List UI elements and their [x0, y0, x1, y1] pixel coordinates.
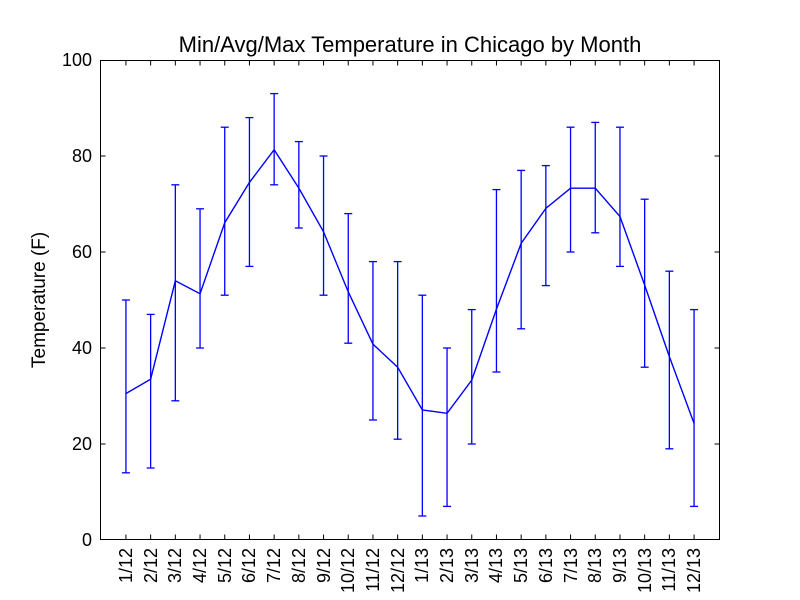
x-tick-label: 7/13	[560, 548, 581, 584]
x-tick-label: 1/13	[412, 548, 433, 584]
y-axis-label: Temperature (F)	[29, 231, 50, 369]
x-tick-label: 8/13	[585, 548, 606, 584]
x-tick-label: 10/12	[338, 548, 359, 594]
chart-title: Min/Avg/Max Temperature in Chicago by Mo…	[178, 32, 642, 57]
x-tick-label: 11/13	[659, 548, 680, 592]
x-tick-label: 12/13	[684, 548, 705, 594]
x-tick-label: 4/12	[190, 548, 211, 584]
avg-line	[125, 148, 695, 424]
x-tick-label: 12/12	[387, 548, 408, 594]
y-tick-label: 100	[61, 50, 92, 70]
x-tick-label: 5/13	[511, 548, 532, 584]
x-tick-label: 2/12	[140, 548, 161, 584]
y-tick-label: 0	[81, 530, 92, 550]
x-tick-label: 9/13	[609, 548, 630, 584]
x-tick-label: 9/12	[313, 548, 334, 584]
x-tick-label: 8/12	[288, 548, 309, 584]
y-tick-label: 20	[71, 434, 92, 454]
axes-frame	[100, 60, 720, 540]
x-tick-label: 11/12	[362, 548, 383, 592]
x-tick-label: 1/12	[115, 548, 136, 584]
x-tick-label: 3/13	[461, 548, 482, 584]
x-tick-label: 7/12	[264, 548, 285, 584]
x-tick-label: 4/13	[486, 548, 507, 584]
plot-area	[100, 60, 720, 540]
y-tick-label: 60	[71, 242, 92, 262]
y-tick-label: 80	[71, 146, 92, 166]
x-tick-label: 10/13	[634, 548, 655, 594]
x-tick-label: 6/13	[535, 548, 556, 584]
x-tick-label: 3/12	[165, 548, 186, 584]
errorbar-chart	[100, 60, 720, 540]
x-tick-label: 6/12	[239, 548, 260, 584]
x-tick-label: 5/12	[214, 548, 235, 584]
x-tick-label: 2/13	[437, 548, 458, 584]
y-tick-label: 40	[71, 338, 92, 358]
